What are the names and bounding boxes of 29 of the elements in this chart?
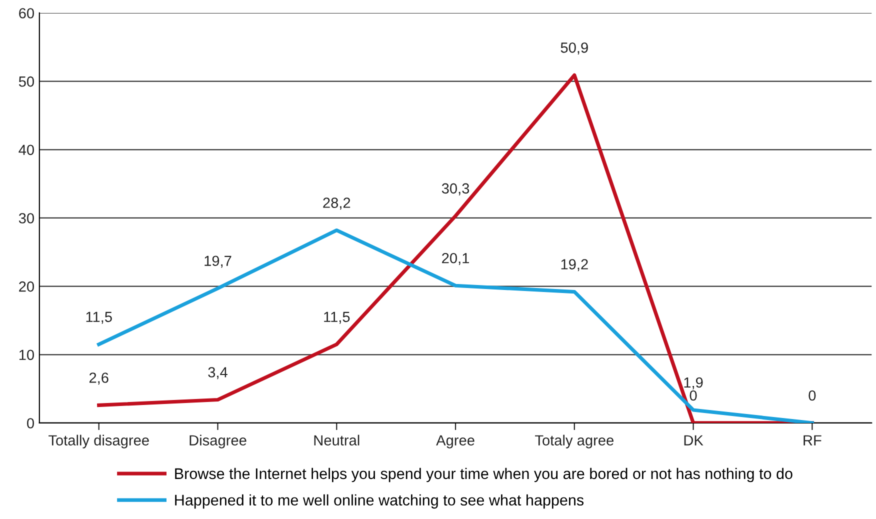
data-label: 19,2 <box>561 259 588 272</box>
data-label: 30,3 <box>442 183 470 196</box>
y-tick-label: 0 <box>27 418 34 428</box>
y-tick-label: 40 <box>18 144 34 156</box>
x-tick-label: Neutral <box>314 434 360 446</box>
data-label: 19,7 <box>204 256 232 268</box>
data-label: 20,1 <box>442 252 469 266</box>
legend-label: Browse the Internet helps you spend your time when you are bored or not has nothing to do <box>175 468 792 482</box>
y-tick-label: 60 <box>19 8 34 18</box>
data-label: 50,9 <box>560 42 588 55</box>
y-tick-label: 20 <box>19 281 34 292</box>
data-label: 2,6 <box>89 372 108 385</box>
y-tick-label: 30 <box>18 213 34 224</box>
x-tick-label: Disagree <box>190 434 246 448</box>
x-tick-label: Agree <box>436 435 474 448</box>
data-label: 1,9 <box>684 377 703 390</box>
y-tick-label: 10 <box>19 350 34 360</box>
data-label: 28,2 <box>323 198 350 210</box>
data-label: 3,4 <box>208 367 228 380</box>
data-label: 0 <box>690 390 697 401</box>
data-label: 11,5 <box>324 312 350 324</box>
y-tick-label: 50 <box>18 76 34 87</box>
data-label: 0 <box>808 390 816 401</box>
x-tick-label: RF <box>804 435 822 446</box>
x-tick-label: DK <box>684 435 704 446</box>
legend-label: Happened it to me well online watching to see what happens <box>175 494 584 509</box>
data-label: 11,5 <box>86 312 112 324</box>
x-tick-label: Totally disagree <box>48 434 149 448</box>
x-tick-label: Totaly agree <box>535 434 614 448</box>
